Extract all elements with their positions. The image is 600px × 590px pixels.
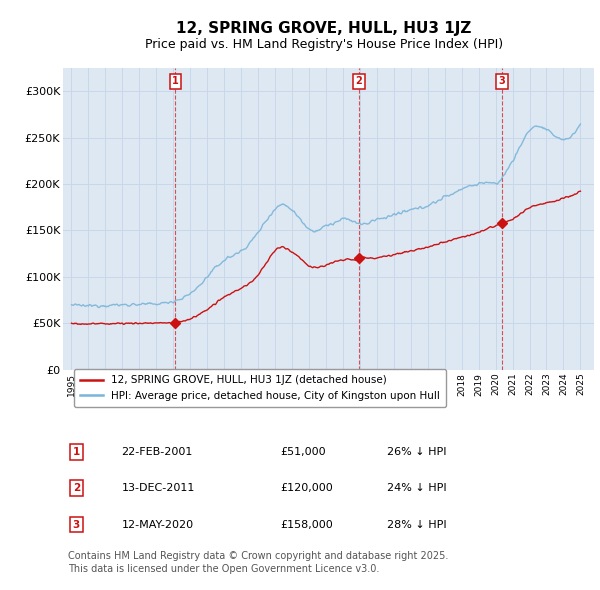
Text: £120,000: £120,000 [281,483,334,493]
Text: Price paid vs. HM Land Registry's House Price Index (HPI): Price paid vs. HM Land Registry's House … [145,38,503,51]
Text: 2: 2 [356,77,362,87]
Text: £158,000: £158,000 [281,520,334,530]
Legend: 12, SPRING GROVE, HULL, HU3 1JZ (detached house), HPI: Average price, detached h: 12, SPRING GROVE, HULL, HU3 1JZ (detache… [74,369,446,407]
Text: 13-DEC-2011: 13-DEC-2011 [121,483,195,493]
Text: 2: 2 [73,483,80,493]
Text: 12, SPRING GROVE, HULL, HU3 1JZ: 12, SPRING GROVE, HULL, HU3 1JZ [176,21,472,35]
Text: 3: 3 [73,520,80,530]
Text: 26% ↓ HPI: 26% ↓ HPI [387,447,446,457]
Text: 24% ↓ HPI: 24% ↓ HPI [387,483,446,493]
Text: 22-FEB-2001: 22-FEB-2001 [121,447,193,457]
Text: 12-MAY-2020: 12-MAY-2020 [121,520,194,530]
Text: 1: 1 [73,447,80,457]
Text: £51,000: £51,000 [281,447,326,457]
Text: 1: 1 [172,77,179,87]
Text: 3: 3 [499,77,505,87]
Text: Contains HM Land Registry data © Crown copyright and database right 2025.
This d: Contains HM Land Registry data © Crown c… [68,551,449,574]
Text: 28% ↓ HPI: 28% ↓ HPI [387,520,446,530]
